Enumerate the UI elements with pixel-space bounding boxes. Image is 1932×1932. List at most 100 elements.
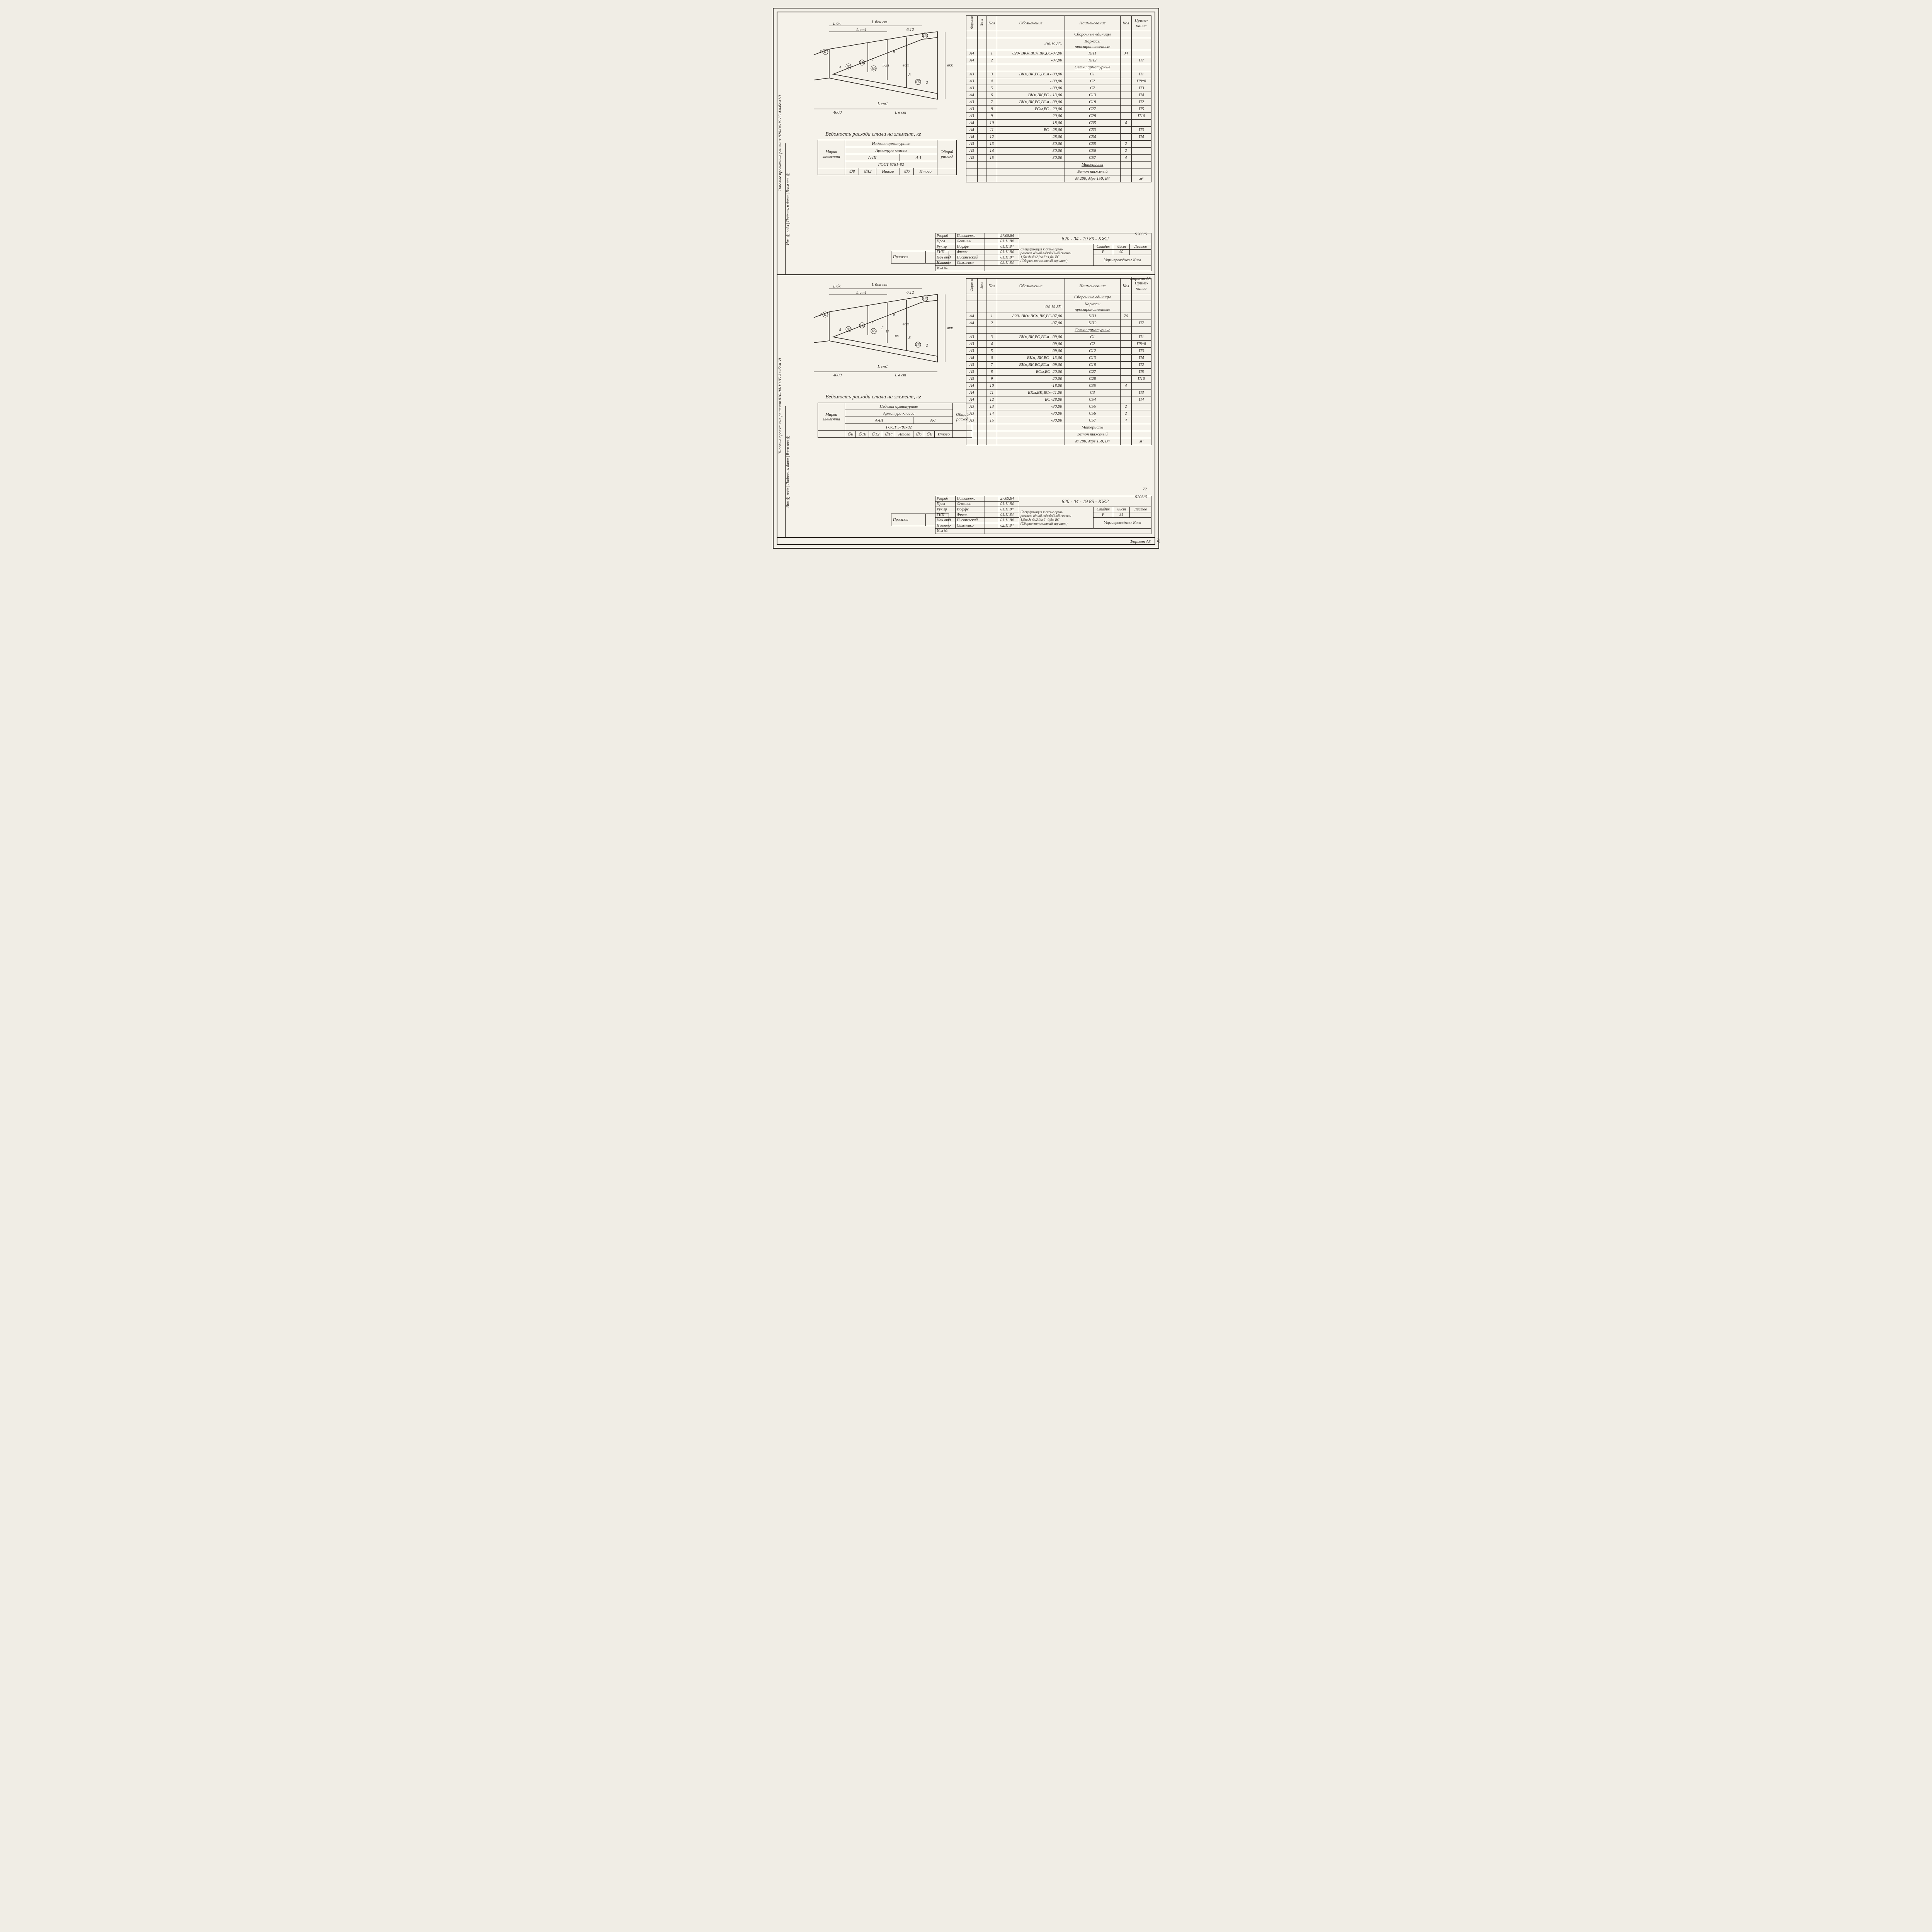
side-page-number: 72	[1156, 538, 1161, 543]
spec-row: А33ВКм,ВК,ВС,ВСм - 09,00С1П1	[966, 71, 1151, 78]
spec-row: А34-09,00С2П8*8	[966, 340, 1151, 347]
pos-511: 5,11	[883, 63, 889, 68]
spec-row: А42-07,00КП2П7	[966, 57, 1151, 64]
spec-row: А315-30,00С574	[966, 417, 1151, 424]
h-format: Формат	[966, 16, 978, 31]
vert-stamp-fields-b: Инв № подл | Подпись и дата | Взам инв №	[785, 406, 794, 537]
spec-row: А410-18,00С354	[966, 382, 1151, 389]
page-72: 72	[1143, 487, 1147, 492]
spec-row: А411ВКм,ВК,ВСм-11,00С3П3	[966, 389, 1151, 396]
spec-row: Материалы	[966, 424, 1151, 431]
svg-text:8: 8	[908, 335, 911, 340]
svg-text:П5: П5	[871, 329, 876, 333]
svg-text:2: 2	[926, 343, 928, 348]
pos-3: 3	[819, 49, 822, 54]
dim-lvst: L в ст	[895, 110, 906, 115]
spec-row: Сборочные единицы	[966, 31, 1151, 38]
structure-sketch-b: L бк L бок ст L ст1 6,12 9 вст вк вкк 3 …	[806, 279, 953, 379]
spec-row: А37ВКм,ВК,ВС,ВСм - 09,00С18П2	[966, 361, 1151, 368]
spec-row: А38ВСм,ВС -20,00С27П5	[966, 368, 1151, 375]
spec-row: А42-07,00КП2П7	[966, 320, 1151, 327]
structure-sketch: L бк L бок ст L ст1 6,12 9 вст вкк 3 4 7…	[806, 16, 953, 117]
svg-text:П4: П4	[923, 296, 927, 300]
spec-row: Материалы	[966, 161, 1151, 168]
bottom-half: Типовые проектные решения 820-04-19 85 А…	[777, 275, 1155, 538]
svg-text:П1: П1	[823, 313, 828, 316]
spec-row: А412ВС -28,00С54П4	[966, 396, 1151, 403]
h-desig: Обозначение	[997, 16, 1065, 31]
vedomost-table-bottom: Марка элемента Изделия арматурные Общий …	[818, 403, 972, 438]
spec-row: А412- 28,00С54П4	[966, 133, 1151, 140]
spec-row: М 200, Мрз 150, В4м³	[966, 438, 1151, 445]
dim-lbokst: L бок ст	[871, 20, 887, 24]
title-block-top: РазрабПотапенко27.09.84 820 - 04 - 19 85…	[935, 233, 1151, 271]
spec-row: А41820- ВКм,ВСм,ВК,ВС-07,00КП176	[966, 313, 1151, 320]
svg-text:4: 4	[839, 328, 841, 332]
spec-row: М 200, Мрз 150, В4м³	[966, 175, 1151, 182]
spec-row: А314- 30,00С562	[966, 147, 1151, 154]
svg-text:L ст1: L ст1	[856, 290, 867, 295]
spec-row: А37ВКм,ВК,ВС,ВСм - 09,00С18П2	[966, 99, 1151, 105]
vedomost-title: Ведомость расхода стали на элемент, кг	[825, 131, 921, 138]
dim-9: 9	[893, 49, 895, 54]
spec-row: А41820- ВКм,ВСм,ВК,ВС-07,00КП134	[966, 50, 1151, 57]
svg-text:11: 11	[885, 330, 889, 334]
dim-vst: вст	[903, 63, 910, 68]
dim-lst1: L ст1	[856, 27, 867, 32]
dim-lbk: L бк	[833, 21, 841, 26]
inner-frame: Типовые проектные решения 820-04-19 85 А…	[777, 12, 1155, 545]
spec-row: А46ВКм,ВК,ВС - 13,00С13П4	[966, 92, 1151, 99]
h-note: Приме-чание	[1131, 16, 1151, 31]
h-qty: Кол	[1120, 16, 1131, 31]
format-note-b: Формат А3	[1129, 539, 1151, 544]
vedomost-title-b: Ведомость расхода стали на элемент, кг	[825, 394, 921, 400]
spec-row: Сборочные единицы	[966, 294, 1151, 301]
drawing-page: Типовые проектные решения 820-04-19 85 А…	[773, 8, 1159, 549]
pos-2: 2	[926, 80, 928, 85]
svg-text:L бок ст: L бок ст	[871, 282, 887, 287]
pos-4: 4	[839, 65, 841, 70]
spec-row: Бетон тяжелый	[966, 431, 1151, 438]
dim-lst1b: L ст1	[877, 102, 888, 106]
svg-text:9: 9	[893, 312, 895, 317]
svg-text:L в ст: L в ст	[895, 373, 906, 378]
spec-row: А46ВКм, ВК,ВС - 13,00С13П4	[966, 354, 1151, 361]
spec-row: А313- 30,00С552	[966, 140, 1151, 147]
svg-text:П1: П1	[823, 50, 828, 54]
svg-text:6,12: 6,12	[906, 290, 914, 295]
spec-row: А33ВКм,ВК,ВС,ВСм - 09,00С1П1	[966, 333, 1151, 340]
svg-text:вкк: вкк	[947, 326, 953, 330]
svg-text:5: 5	[881, 326, 884, 330]
top-half: Типовые проектные решения 820-04-19 85 А…	[777, 12, 1155, 275]
svg-text:4000: 4000	[833, 373, 842, 378]
spec-row: А313-30,00С552	[966, 403, 1151, 410]
dim-4000: 4000	[833, 110, 842, 115]
vert-album-title-b: Типовые проектные решения 820-04-19 85 А…	[777, 275, 785, 537]
spec-row: А39- 20,00С28П10	[966, 112, 1151, 119]
svg-text:вст: вст	[903, 322, 910, 327]
pos-7: 7	[872, 57, 874, 62]
svg-text:П7: П7	[916, 80, 920, 84]
vert-stamp-fields: Инв № подл | Подпись и дата | Взам инв №	[785, 143, 794, 274]
spec-row: А35- 09,00С7П3	[966, 85, 1151, 92]
svg-text:П5: П5	[871, 66, 876, 70]
spec-row: Сетки арматурные	[966, 327, 1151, 333]
spec-row: -04-19 85-Каркасы пространственные	[966, 38, 1151, 50]
spec-row: -04-19 85-Каркасы пространственные	[966, 301, 1151, 313]
dim-vkk: вкк	[947, 63, 953, 68]
svg-text:П7: П7	[916, 343, 920, 347]
spec-row: А314-30,00С562	[966, 410, 1151, 417]
vedomost-table-top: Марка элемента Изделия арматурные Общий …	[818, 140, 957, 175]
svg-text:П3: П3	[860, 61, 864, 65]
h-pos: Поз	[986, 16, 997, 31]
svg-text:L ст1: L ст1	[877, 364, 888, 369]
svg-text:П2: П2	[846, 327, 851, 331]
pos-8: 8	[908, 73, 911, 77]
h-zone: Зона	[977, 16, 986, 31]
specification-table-bottom: Формат Зона Поз Обозначение Наименование…	[966, 278, 1151, 445]
spec-row: А315- 30,00С574	[966, 154, 1151, 161]
spec-row: А411ВС - 28,00С53П3	[966, 126, 1151, 133]
spec-row: А34- 09,00С2П8*8	[966, 78, 1151, 85]
specification-table-top: Формат Зона Поз Обозначение Наименование…	[966, 15, 1151, 182]
svg-text:L бк: L бк	[833, 284, 841, 289]
